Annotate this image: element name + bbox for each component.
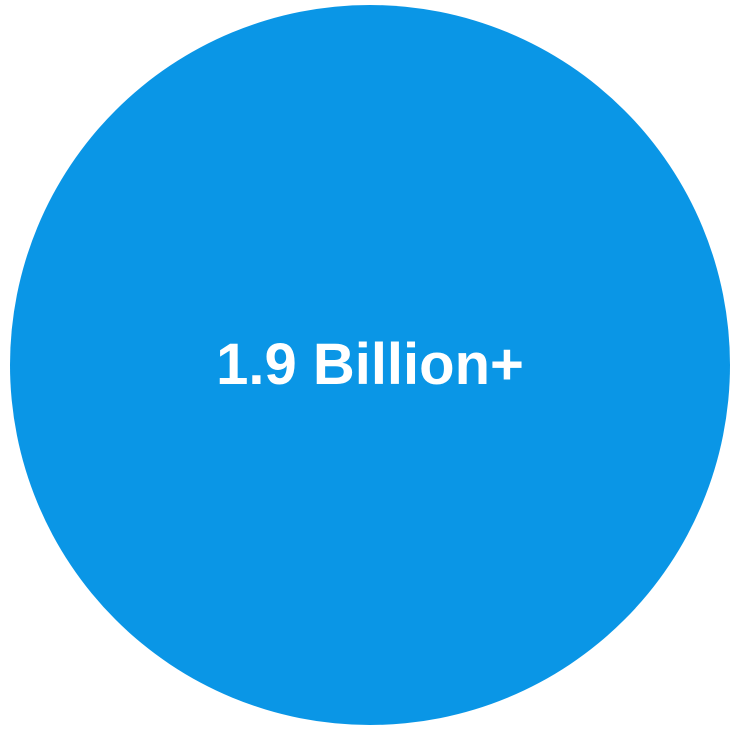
circle-label: 1.9 Billion+ [216, 331, 524, 397]
blue-circle: 1.9 Billion+ [10, 5, 730, 725]
